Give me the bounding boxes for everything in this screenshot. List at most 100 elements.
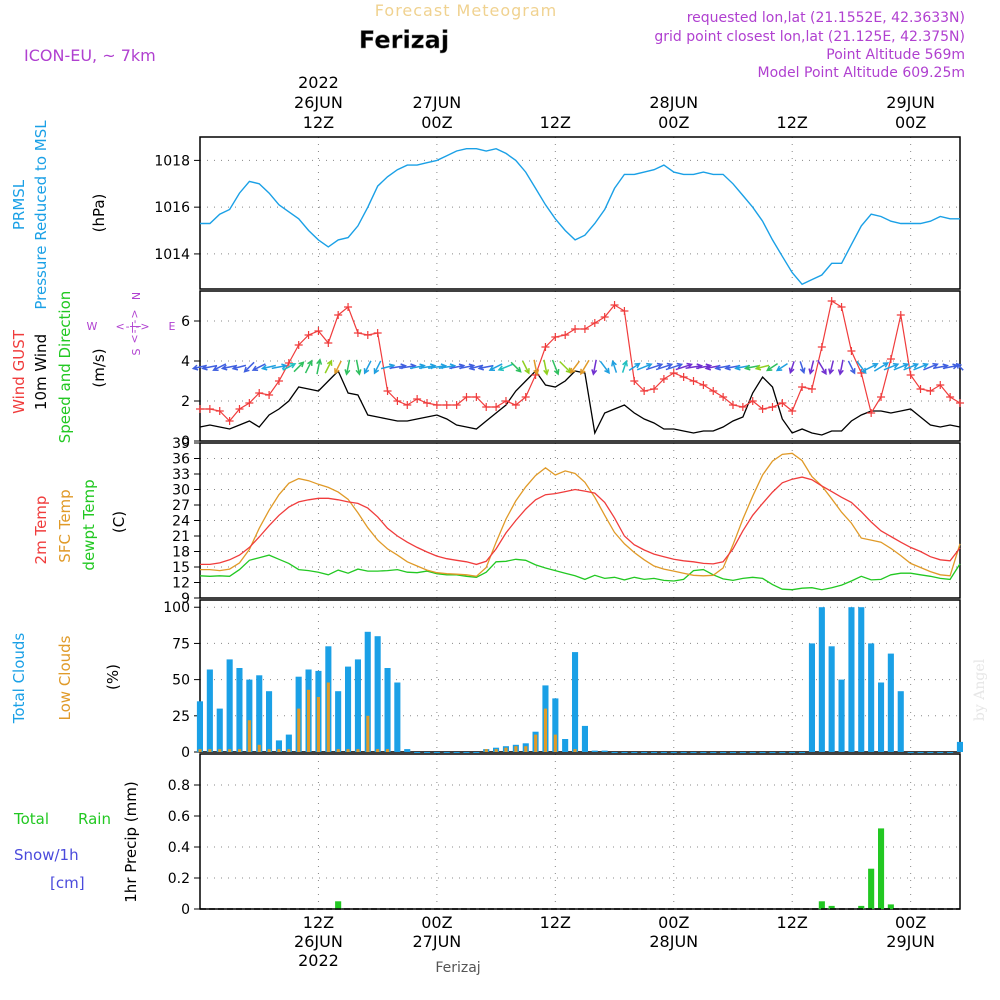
wind-speed-dir-label: Speed and Direction xyxy=(56,291,74,444)
gust-marker xyxy=(709,387,718,395)
total-label: Total xyxy=(13,810,49,828)
wind-arrow xyxy=(324,359,333,374)
total-cloud-bar xyxy=(947,752,954,753)
total-cloud-bar xyxy=(374,636,381,752)
gust-marker xyxy=(728,401,737,409)
wind-arrow xyxy=(864,363,879,371)
low-cloud-bar xyxy=(504,747,508,752)
total-cloud-bar xyxy=(226,659,233,752)
total-cloud-bar xyxy=(956,741,963,752)
wind-arrow xyxy=(355,359,362,376)
top-time-label: 12Z xyxy=(303,113,334,132)
gust-marker xyxy=(344,303,353,311)
wind-arrow xyxy=(611,359,618,373)
wind-arrow xyxy=(334,360,342,375)
gust-marker xyxy=(650,385,659,393)
gust-marker xyxy=(492,403,501,411)
wind-arrow xyxy=(316,358,323,375)
wind-arrow xyxy=(788,361,795,375)
gust-marker xyxy=(926,387,935,395)
wind-arrow xyxy=(488,363,503,371)
precip-unit: 1hr Precip (mm) xyxy=(122,781,140,902)
watermark: by Angel xyxy=(972,658,988,721)
total-cloud-bar xyxy=(424,752,431,753)
total-cloud-bar xyxy=(917,752,924,753)
wind-arrow xyxy=(883,362,900,371)
gust-marker xyxy=(699,381,708,389)
gust-marker xyxy=(610,301,619,309)
low-cloud-bar xyxy=(208,749,212,752)
gust-marker xyxy=(571,325,580,333)
y-tick-label: 24 xyxy=(172,514,190,530)
top-time-label: 2022 xyxy=(298,73,339,92)
wind-arrow xyxy=(243,361,255,373)
wind-arrow xyxy=(212,363,227,371)
rain-bar xyxy=(878,828,885,909)
gust-marker xyxy=(640,387,649,395)
wind-arrow xyxy=(251,363,266,371)
rain-bar xyxy=(828,905,835,909)
gust-marker xyxy=(373,329,382,337)
wind-arrow xyxy=(923,362,939,371)
gust-marker xyxy=(452,401,461,409)
wind-arrow xyxy=(580,359,590,376)
y-tick-label: 1018 xyxy=(154,153,190,169)
gust-marker xyxy=(255,389,264,397)
compass-s: S xyxy=(130,348,143,355)
wind-arrow xyxy=(260,364,276,371)
y-tick-label: 21 xyxy=(172,529,190,545)
gust-marker xyxy=(304,331,313,339)
panel-4: 0 0.2 0.4 0.6 0.8 xyxy=(168,753,961,918)
gust-marker xyxy=(867,409,876,417)
wind-arrow xyxy=(775,362,788,372)
panel-frame xyxy=(199,290,961,442)
footer-location: Ferizaj xyxy=(435,960,480,976)
total-cloud-bar xyxy=(591,750,598,752)
panel-frame xyxy=(199,442,961,599)
gust-marker xyxy=(413,395,422,403)
gust-marker xyxy=(630,377,639,385)
wind-arrow xyxy=(551,359,560,376)
gust-marker xyxy=(472,393,481,401)
total-cloud-bar xyxy=(670,752,677,753)
wind-arrow xyxy=(559,360,572,374)
low-cloud-bar xyxy=(534,734,538,752)
gust-marker xyxy=(521,393,530,401)
low-cloud-bar xyxy=(553,734,557,752)
low-cloud-bar xyxy=(386,749,390,752)
wind-arrow xyxy=(497,363,514,372)
bottom-time-label: 12Z xyxy=(303,913,334,932)
wind-arrow xyxy=(913,362,929,371)
gust-marker xyxy=(501,397,510,405)
compass-n: N xyxy=(130,292,143,300)
y-tick-label: 0 xyxy=(181,902,190,918)
gust-marker xyxy=(956,399,964,407)
total-cloud-bar xyxy=(838,679,845,752)
total-cloud-bar xyxy=(897,691,904,752)
y-tick-label: 12 xyxy=(172,576,190,592)
y-tick-label: 0.8 xyxy=(168,778,190,794)
low-cloud-bar xyxy=(524,746,528,752)
wind-gust-line xyxy=(200,300,961,422)
low-cloud-bar xyxy=(257,744,261,752)
wind-arrow xyxy=(645,362,664,371)
gust-marker xyxy=(423,399,432,407)
compass-rose: N W E <-|-> <-|-> S xyxy=(87,292,176,356)
wind-gust-label: Wind GUST xyxy=(10,329,28,414)
gust-marker xyxy=(383,387,392,395)
total-cloud-bar xyxy=(611,752,618,753)
wind-arrow xyxy=(754,364,770,371)
total-cloud-bar xyxy=(246,679,253,752)
panel-labels: PRMSL Pressure Reduced to MSL (hPa) Wind… xyxy=(10,120,176,903)
y-tick-label: 0.4 xyxy=(168,840,190,856)
total-cloud-bar xyxy=(236,668,243,752)
total-cloud-bar xyxy=(354,659,361,752)
chart-title: Ferizaj xyxy=(359,26,449,54)
total-cloud-bar xyxy=(453,752,460,753)
top-time-label: 28JUN xyxy=(649,93,698,112)
gust-marker xyxy=(442,401,451,409)
sfc-temp-line xyxy=(200,452,961,577)
total-cloud-bar xyxy=(937,752,944,753)
low-cloud-bar xyxy=(277,749,281,752)
total-cloud-bar xyxy=(828,646,835,752)
